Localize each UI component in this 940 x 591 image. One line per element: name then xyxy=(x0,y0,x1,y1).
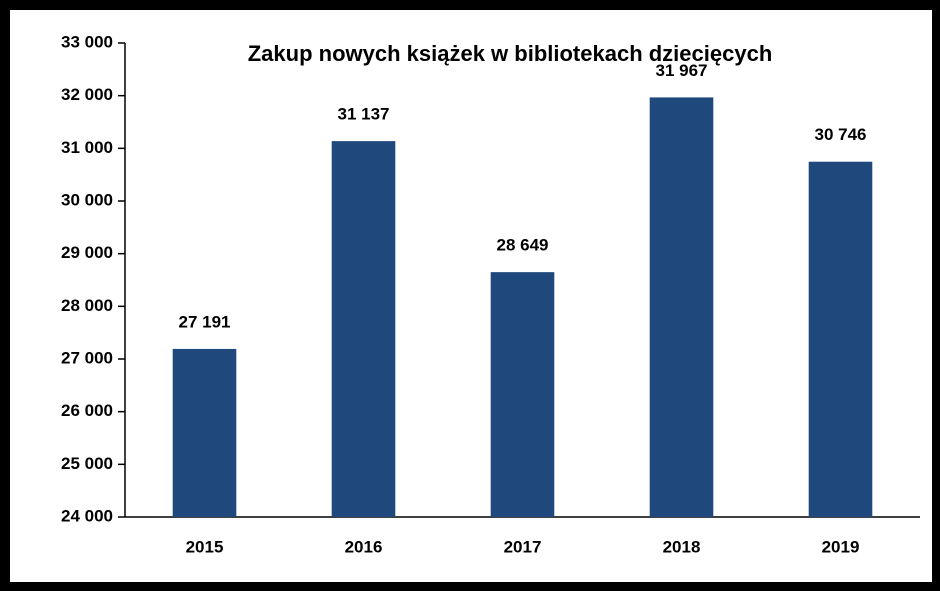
y-tick-label: 31 000 xyxy=(61,138,113,157)
bar xyxy=(490,272,555,517)
x-tick-label: 2019 xyxy=(822,537,860,556)
y-tick-label: 32 000 xyxy=(61,85,113,104)
y-tick-label: 25 000 xyxy=(61,454,113,473)
y-tick-label: 27 000 xyxy=(61,348,113,367)
y-tick-label: 29 000 xyxy=(61,243,113,262)
y-tick-label: 33 000 xyxy=(61,32,113,51)
x-tick-label: 2017 xyxy=(504,537,542,556)
bar xyxy=(331,141,396,518)
bar xyxy=(808,161,873,517)
y-tick-label: 28 000 xyxy=(61,296,113,315)
y-tick-label: 26 000 xyxy=(61,401,113,420)
bar xyxy=(172,348,237,517)
y-tick-label: 30 000 xyxy=(61,190,113,209)
x-tick-label: 2018 xyxy=(663,537,701,556)
x-tick-label: 2015 xyxy=(186,537,224,556)
chart-title: Zakup nowych książek w bibliotekach dzie… xyxy=(248,41,773,66)
x-tick-label: 2016 xyxy=(345,537,383,556)
data-label: 27 191 xyxy=(179,312,231,331)
bar xyxy=(649,97,714,517)
data-label: 31 137 xyxy=(338,105,390,124)
data-label: 28 649 xyxy=(497,236,549,255)
y-tick-label: 24 000 xyxy=(61,506,113,525)
data-label: 30 746 xyxy=(815,125,867,144)
data-label: 31 967 xyxy=(656,61,708,80)
